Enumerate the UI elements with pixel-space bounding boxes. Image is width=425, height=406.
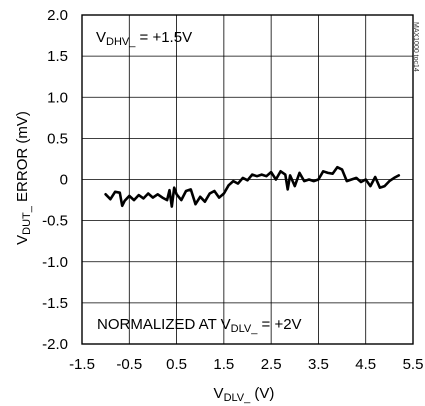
x-tick-label: 3.5 bbox=[308, 356, 329, 373]
y-tick-label: -1.5 bbox=[42, 295, 68, 312]
annotation-bottom-left: NORMALIZED AT VDLV_ = +2V bbox=[97, 316, 302, 335]
annotation-top-left: VDHV_ = +1.5V bbox=[96, 29, 192, 48]
y-tick-label: 2.0 bbox=[47, 7, 68, 24]
series-line bbox=[104, 165, 401, 208]
x-tick-label: 5.5 bbox=[403, 356, 424, 373]
x-tick-labels: -1.5 -0.5 0.5 1.5 2.5 3.5 4.5 5.5 bbox=[69, 356, 423, 373]
x-tick-label: -1.5 bbox=[69, 356, 95, 373]
y-tick-label: 1.5 bbox=[47, 48, 68, 65]
x-tick-label: 1.5 bbox=[213, 356, 234, 373]
y-tick-label: 0.5 bbox=[47, 130, 68, 147]
plot-frame bbox=[81, 14, 414, 345]
x-axis-title: VDLV_ (V) bbox=[214, 385, 275, 404]
side-code: MAX1000 toc14 bbox=[412, 22, 419, 72]
x-tick-label: 4.5 bbox=[355, 356, 376, 373]
x-tick-label: -0.5 bbox=[116, 356, 142, 373]
y-tick-label: 1.0 bbox=[47, 89, 68, 106]
y-axis-title: VDUT_ ERROR (mV) bbox=[14, 111, 33, 245]
y-tick-label: -0.5 bbox=[42, 213, 68, 230]
y-tick-labels: 2.0 1.5 1.0 0.5 0 -0.5 -1.0 -1.5 -2.0 bbox=[42, 7, 68, 353]
y-tick-label: -1.0 bbox=[42, 254, 68, 271]
x-tick-label: 2.5 bbox=[261, 356, 282, 373]
y-tick-label: 0 bbox=[60, 172, 68, 189]
y-tick-label: -2.0 bbox=[42, 336, 68, 353]
x-tick-label: 0.5 bbox=[166, 356, 187, 373]
